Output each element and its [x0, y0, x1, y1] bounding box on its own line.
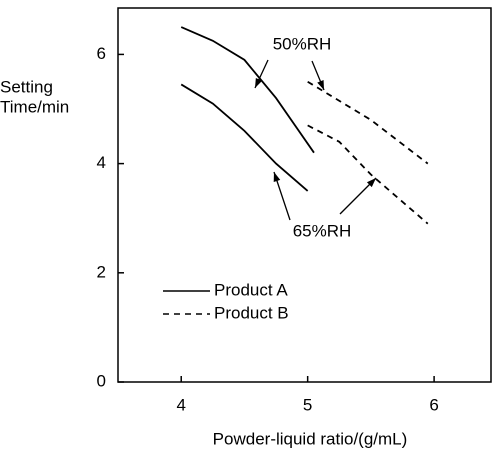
data-line	[307, 124, 429, 225]
y-axis-label: Setting	[0, 77, 53, 96]
y-tick-label: 6	[97, 44, 106, 63]
annotation: 50%RH	[273, 34, 332, 53]
arrow-head	[317, 80, 324, 90]
y-tick-label: 2	[97, 262, 106, 281]
x-tick-label: 4	[176, 395, 185, 414]
arrow-head	[255, 78, 263, 88]
plot-frame	[117, 7, 492, 383]
annotation: 65%RH	[293, 221, 352, 240]
x-axis-label: Powder-liquid ratio/(g/mL)	[213, 429, 408, 448]
data-line	[180, 26, 315, 154]
y-axis-label: Time/min	[0, 97, 69, 116]
legend-label: Product B	[214, 303, 289, 322]
arrow-head	[273, 172, 281, 182]
x-tick-label: 6	[429, 395, 438, 414]
x-tick-label: 5	[303, 395, 312, 414]
legend-label: Product A	[214, 280, 288, 299]
arrow-head	[366, 178, 376, 188]
data-line	[180, 83, 309, 192]
y-tick-label: 0	[97, 371, 106, 390]
data-line	[307, 80, 429, 165]
y-tick-label: 4	[97, 153, 106, 172]
